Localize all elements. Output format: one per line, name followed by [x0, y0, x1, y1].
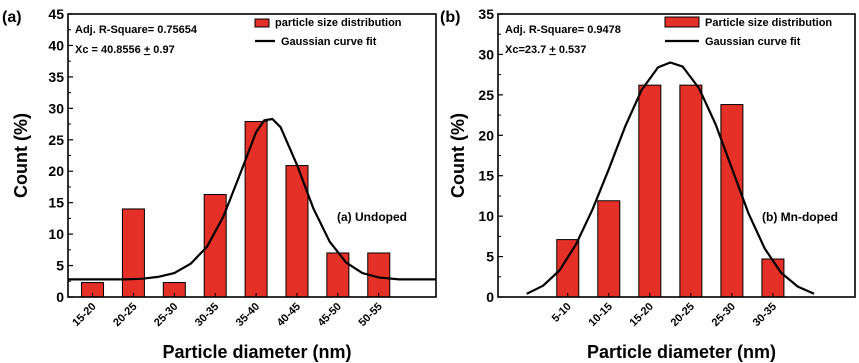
y-axis-label: Count (%) [11, 113, 31, 198]
panel-label: (a) [2, 9, 22, 26]
stats-xc: Xc = 40.8556 + 0.97 [75, 44, 175, 56]
y-tick-label: 45 [48, 6, 64, 22]
x-tick-label: 40-45 [275, 301, 303, 329]
y-tick-label: 5 [56, 258, 64, 274]
x-axis-label: Particle diameter (nm) [162, 342, 351, 362]
bar [638, 84, 662, 298]
x-tick-label: 45-50 [316, 301, 344, 329]
x-tick-label: 5-10 [550, 301, 574, 325]
legend-label-fit: Gaussian curve fit [705, 36, 801, 48]
y-tick-label: 40 [48, 37, 64, 53]
y-tick-label: 5 [486, 249, 494, 265]
gaussian-fit-line [68, 117, 436, 281]
legend-label-fit: Gaussian curve fit [281, 36, 377, 48]
x-tick-label: 50-55 [356, 301, 384, 329]
y-tick-label: 15 [478, 168, 494, 184]
gaussian-fit-line [526, 61, 815, 295]
y-tick-label: 20 [478, 127, 494, 143]
y-tick-label: 35 [48, 69, 64, 85]
x-tick-label: 25-30 [152, 301, 180, 329]
legend-label-bar: Particle size distribution [705, 17, 832, 29]
y-tick-label: 25 [48, 132, 64, 148]
bar [761, 258, 785, 298]
chart-panel-a: 0 5 10 15 20 25 30 35 40 45 15-20 20-25 25-30 30-35 35… [2, 6, 437, 362]
y-tick-label: 0 [486, 289, 494, 305]
plot-frame [497, 13, 856, 298]
legend-label-bar: particle size distribution [275, 17, 402, 29]
panel-label: (b) [440, 9, 460, 26]
bar [597, 200, 621, 298]
y-tick-label: 35 [478, 6, 494, 22]
bar [720, 104, 744, 298]
x-tick-label: 15-20 [70, 301, 98, 329]
y-tick-label: 0 [56, 289, 64, 305]
x-tick-label: 15-20 [628, 301, 656, 329]
chart-panel-b: 0 5 10 15 20 25 30 35 5-10 10-15 15-20 20-25 25-30 30… [440, 6, 856, 362]
x-tick-label: 30-35 [193, 301, 221, 329]
y-tick-label: 20 [48, 163, 64, 179]
panel-annotation: (a) Undoped [337, 210, 407, 224]
stats-r-square: Adj. R-Square= 0.75654 [75, 24, 198, 36]
bar [244, 121, 268, 298]
bar [326, 252, 350, 298]
x-tick-label: 30-35 [751, 301, 779, 329]
x-tick-label: 25-30 [710, 301, 738, 329]
y-axis-label: Count (%) [448, 113, 468, 198]
y-tick-label: 10 [478, 208, 494, 224]
bar [679, 84, 703, 298]
y-tick-label: 30 [478, 46, 494, 62]
y-tick-label: 15 [48, 195, 64, 211]
legend-swatch-bar [254, 18, 270, 28]
y-tick-label: 30 [48, 100, 64, 116]
stats-r-square: Adj. R-Square= 0.9478 [505, 24, 621, 36]
x-tick-label: 10-15 [587, 301, 615, 329]
y-tick-label: 10 [48, 226, 64, 242]
x-tick-label: 35-40 [234, 301, 262, 329]
panel-annotation: (b) Mn-doped [762, 210, 838, 224]
x-tick-label: 20-25 [669, 301, 697, 329]
y-tick-label: 25 [478, 87, 494, 103]
x-tick-label: 20-25 [111, 301, 139, 329]
x-axis-label: Particle diameter (nm) [587, 342, 776, 362]
stats-xc: Xc=23.7 + 0.537 [505, 44, 586, 56]
bar [121, 208, 145, 298]
legend-swatch-bar [664, 16, 700, 28]
